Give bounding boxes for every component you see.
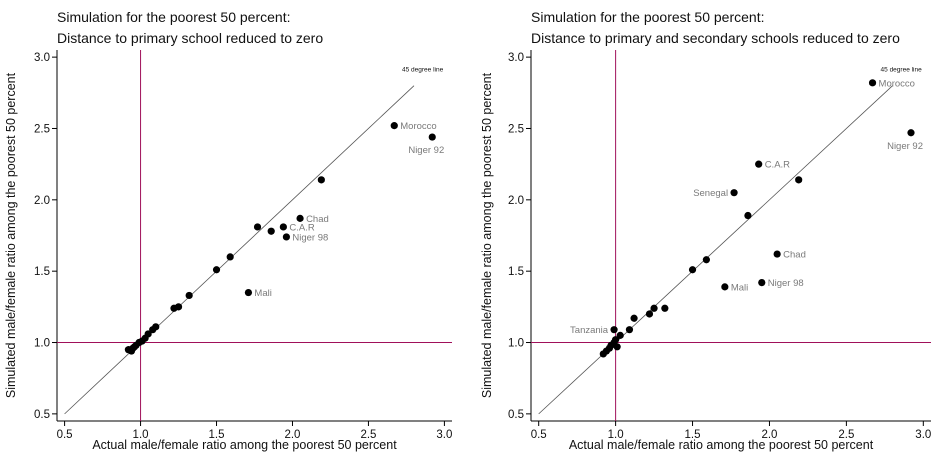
x-tick-label: 2.0 [761, 429, 777, 441]
data-point [282, 233, 291, 241]
data-point [907, 129, 915, 137]
data-point [650, 304, 658, 312]
chart-title-line1: Simulation for the poorest 50 percent: [531, 9, 765, 25]
diagonal-line-label: 45 degree line [402, 67, 444, 74]
y-tick-label: 1.0 [34, 338, 50, 350]
data-point [744, 211, 752, 220]
data-point [755, 160, 763, 168]
data-point [174, 303, 183, 311]
point-label: Chad [783, 250, 806, 261]
y-tick-label: 0.5 [508, 409, 524, 421]
point-label: Niger 92 [408, 145, 444, 156]
x-tick-label: 2.5 [838, 429, 854, 441]
data-point [702, 256, 710, 264]
point-label: Niger 98 [292, 232, 328, 243]
data-point [253, 223, 262, 231]
data-point [612, 336, 620, 344]
y-tick-label: 2.5 [34, 123, 50, 135]
x-tick-label: 0.5 [57, 429, 73, 441]
y-tick-label: 3.0 [508, 52, 524, 64]
diagonal-line-label: 45 degree line [881, 67, 923, 74]
data-point [721, 283, 729, 291]
x-tick-label: 0.5 [531, 429, 547, 441]
chart-title-line1: Simulation for the poorest 50 percent: [57, 9, 291, 25]
point-label: Senegal [693, 188, 728, 199]
data-point [152, 323, 160, 331]
point-label: Tanzania [570, 325, 609, 336]
data-point [317, 176, 325, 184]
data-point [226, 253, 234, 261]
x-tick-label: 3.0 [915, 429, 931, 441]
chart-title-line2: Distance to primary school reduced to ze… [57, 30, 324, 46]
x-tick-label: 2.5 [360, 429, 376, 441]
y-tick-label: 2.5 [508, 123, 524, 135]
y-axis-label: Simulated male/female ratio among the po… [4, 72, 18, 398]
y-axis-label: Simulated male/female ratio among the po… [480, 72, 494, 398]
data-point [616, 331, 624, 339]
y-tick-label: 3.0 [34, 52, 50, 64]
point-label: Mali [731, 282, 748, 293]
scatter-plot-right: 0.5 1.0 1.5 2.0 2.5 3.0 0.5 1.0 1.5 2.0 2.5 3.0 Actu… [480, 50, 931, 452]
data-point [773, 250, 781, 258]
data-point [212, 266, 221, 274]
data-point [645, 310, 654, 318]
x-tick-label: 1.5 [209, 429, 225, 441]
x-tick-label: 2.0 [284, 429, 300, 441]
point-label: C.A.R [289, 222, 314, 233]
data-point [613, 343, 621, 351]
data-point [610, 326, 618, 334]
scatter-plot-left: 0.5 1.0 1.5 2.0 2.5 3.0 0.5 1.0 1.5 2.0 2.5 3.0 Actu… [4, 50, 452, 452]
y-tick-label: 2.0 [508, 195, 524, 207]
data-point [185, 291, 193, 300]
x-tick-label: 1.0 [608, 429, 624, 441]
data-point [630, 314, 638, 322]
diagonal-45-line [538, 85, 893, 415]
data-point [144, 330, 152, 338]
data-point [244, 288, 253, 297]
diagonal-45-line [64, 85, 415, 415]
point-label: Mali [254, 288, 271, 299]
y-tick-label: 1.0 [508, 338, 524, 350]
y-tick-label: 2.0 [34, 195, 50, 207]
data-point [795, 176, 803, 184]
y-tick-label: 1.5 [34, 266, 50, 278]
point-label: Niger 98 [768, 278, 804, 289]
data-point [868, 79, 877, 87]
y-tick-label: 0.5 [34, 409, 50, 421]
point-label: Morocco [879, 78, 915, 89]
x-tick-label: 3.0 [436, 429, 452, 441]
left-chart-panel: Simulation for the poorest 50 percent: D… [4, 9, 452, 452]
x-axis-label: Actual male/female ratio among the poore… [569, 438, 874, 452]
data-point [267, 227, 275, 235]
chart-title-line2: Distance to primary and secondary school… [531, 30, 900, 46]
data-point [730, 189, 738, 197]
data-point [428, 133, 436, 141]
data-point [688, 266, 697, 274]
y-tick-label: 1.5 [508, 266, 524, 278]
point-label: Chad [306, 214, 329, 225]
data-point [758, 278, 766, 287]
right-chart-panel: Simulation for the poorest 50 percent: D… [476, 0, 950, 452]
x-axis-label: Actual male/female ratio among the poore… [92, 438, 397, 452]
x-tick-label: 1.0 [133, 429, 149, 441]
data-point [625, 326, 634, 334]
data-point [279, 223, 287, 231]
x-tick-label: 1.5 [685, 429, 701, 441]
point-label: Morocco [400, 121, 436, 132]
data-point [661, 304, 669, 312]
data-point [390, 122, 398, 130]
data-point [296, 214, 304, 222]
point-label: Niger 92 [887, 141, 923, 152]
point-label: C.A.R [765, 160, 790, 171]
